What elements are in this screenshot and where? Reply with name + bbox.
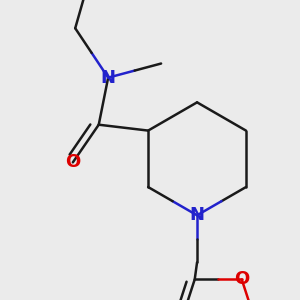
Text: O: O [65, 153, 80, 171]
Text: N: N [101, 69, 116, 87]
Text: O: O [234, 270, 249, 288]
Text: N: N [190, 206, 205, 224]
